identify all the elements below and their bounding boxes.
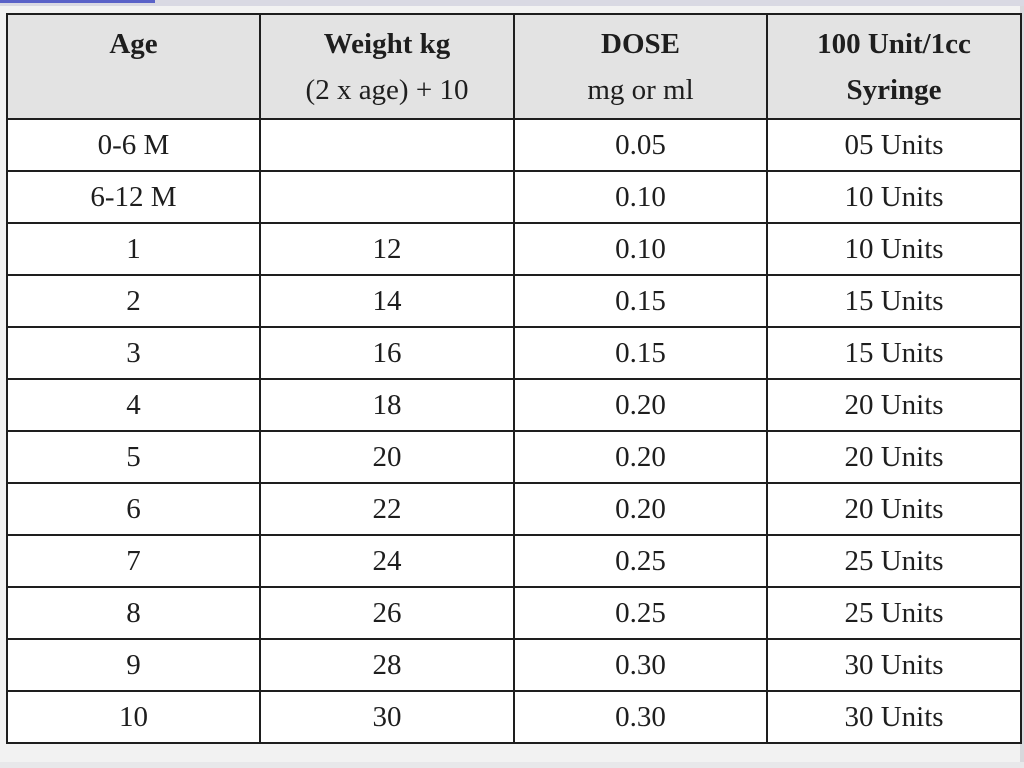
cell-weight: 22: [259, 482, 515, 536]
cell-age: 9: [6, 638, 261, 692]
header-age-label: Age: [109, 28, 158, 60]
cell-syringe: 20 Units: [766, 482, 1022, 536]
cell-syringe: 20 Units: [766, 430, 1022, 484]
header-dose-unit: mg or ml: [587, 73, 694, 106]
header-dose: DOSE mg or ml: [513, 13, 768, 120]
cell-weight: 26: [259, 586, 515, 640]
cell-syringe: 15 Units: [766, 274, 1022, 328]
cell-age: 2: [6, 274, 261, 328]
cell-dose: 0.20: [513, 378, 768, 432]
table-row: 8 26 0.25 25 Units: [6, 586, 1022, 640]
table-row: 7 24 0.25 25 Units: [6, 534, 1022, 588]
header-dose-label: DOSE: [601, 27, 680, 60]
cell-dose: 0.10: [513, 222, 768, 276]
table-row: 6 22 0.20 20 Units: [6, 482, 1022, 536]
top-window-strip: [0, 0, 1024, 6]
table-row: 4 18 0.20 20 Units: [6, 378, 1022, 432]
table-header: Age Weight kg (2 x age) + 10 DOSE mg or …: [6, 13, 1022, 120]
cell-dose: 0.30: [513, 638, 768, 692]
cell-dose: 0.20: [513, 482, 768, 536]
cell-weight: 18: [259, 378, 515, 432]
header-row: Age Weight kg (2 x age) + 10 DOSE mg or …: [6, 13, 1022, 120]
table-row: 1 12 0.10 10 Units: [6, 222, 1022, 276]
cell-age: 6: [6, 482, 261, 536]
cell-age: 7: [6, 534, 261, 588]
cell-weight: 28: [259, 638, 515, 692]
cell-syringe: 30 Units: [766, 638, 1022, 692]
cell-weight: 30: [259, 690, 515, 744]
cell-weight: [259, 170, 515, 224]
cell-syringe: 10 Units: [766, 170, 1022, 224]
cell-dose: 0.05: [513, 118, 768, 172]
cell-weight: [259, 118, 515, 172]
header-weight-formula: (2 x age) + 10: [305, 73, 469, 106]
cell-age: 5: [6, 430, 261, 484]
cell-syringe: 10 Units: [766, 222, 1022, 276]
table-row: 5 20 0.20 20 Units: [6, 430, 1022, 484]
cell-dose: 0.15: [513, 326, 768, 380]
cell-syringe: 25 Units: [766, 534, 1022, 588]
cell-dose: 0.15: [513, 274, 768, 328]
table-body: 0-6 M 0.05 05 Units 6-12 M 0.10 10 Units…: [6, 118, 1022, 744]
cell-weight: 12: [259, 222, 515, 276]
cell-age: 4: [6, 378, 261, 432]
cell-age: 8: [6, 586, 261, 640]
cell-dose: 0.25: [513, 586, 768, 640]
table-row: 9 28 0.30 30 Units: [6, 638, 1022, 692]
table-row: 0-6 M 0.05 05 Units: [6, 118, 1022, 172]
header-weight: Weight kg (2 x age) + 10: [259, 13, 515, 120]
header-age: Age: [6, 13, 261, 120]
header-syringe-label: 100 Unit/1cc: [817, 27, 971, 60]
table-row: 3 16 0.15 15 Units: [6, 326, 1022, 380]
cell-weight: 24: [259, 534, 515, 588]
header-syringe: 100 Unit/1cc Syringe: [766, 13, 1022, 120]
right-window-edge: [1020, 6, 1024, 762]
header-weight-label: Weight kg: [323, 27, 451, 60]
cell-syringe: 15 Units: [766, 326, 1022, 380]
table-row: 2 14 0.15 15 Units: [6, 274, 1022, 328]
cell-syringe: 30 Units: [766, 690, 1022, 744]
cell-weight: 14: [259, 274, 515, 328]
table-row: 10 30 0.30 30 Units: [6, 690, 1022, 744]
cell-dose: 0.25: [513, 534, 768, 588]
active-tab-indicator: [0, 0, 155, 3]
cell-age: 0-6 M: [6, 118, 261, 172]
cell-age: 1: [6, 222, 261, 276]
cell-age: 3: [6, 326, 261, 380]
cell-dose: 0.20: [513, 430, 768, 484]
cell-syringe: 20 Units: [766, 378, 1022, 432]
cell-age: 6-12 M: [6, 170, 261, 224]
dosage-table: Age Weight kg (2 x age) + 10 DOSE mg or …: [6, 13, 1022, 744]
cell-dose: 0.30: [513, 690, 768, 744]
cell-age: 10: [6, 690, 261, 744]
bottom-window-strip: [0, 762, 1024, 768]
cell-weight: 16: [259, 326, 515, 380]
table-row: 6-12 M 0.10 10 Units: [6, 170, 1022, 224]
cell-dose: 0.10: [513, 170, 768, 224]
header-syringe-sub: Syringe: [846, 73, 942, 106]
cell-syringe: 25 Units: [766, 586, 1022, 640]
cell-weight: 20: [259, 430, 515, 484]
cell-syringe: 05 Units: [766, 118, 1022, 172]
